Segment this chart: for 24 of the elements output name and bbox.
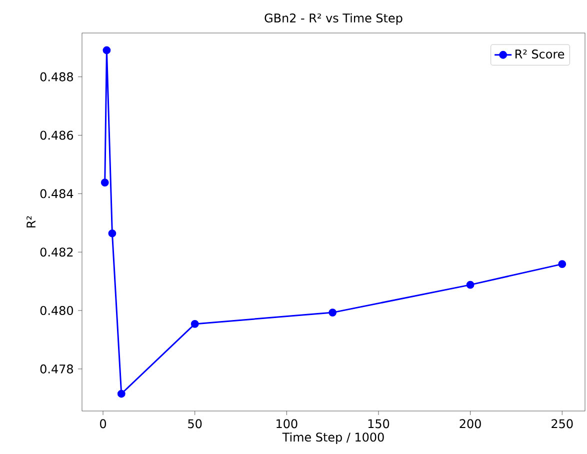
x-tick-label: 100 — [276, 419, 298, 428]
point — [108, 229, 116, 238]
x-tick-label: 50 — [188, 419, 202, 428]
point — [328, 308, 337, 317]
y-tick-label: 0.480 — [40, 306, 74, 316]
x-axis-title: Time Step / 1000 — [282, 432, 384, 444]
point — [100, 178, 109, 187]
y-tick-label: 0.488 — [40, 72, 73, 82]
x-tick-label: 200 — [460, 419, 481, 428]
point — [190, 320, 199, 328]
point — [117, 390, 126, 398]
legend-label: R² Score — [516, 50, 564, 59]
y-tick-label: 0.482 — [40, 248, 73, 257]
x-tick-label: 250 — [552, 419, 573, 428]
chart-title: GBn2 - R² vs Time Step — [264, 13, 402, 25]
x-tick-label: 0 — [100, 419, 106, 428]
y-tick-label: 0.484 — [40, 189, 74, 198]
point — [102, 46, 111, 54]
point — [558, 260, 566, 268]
x-tick-label: 150 — [368, 419, 390, 428]
y-axis-title: R² — [26, 216, 36, 228]
y-tick-label: 0.478 — [40, 364, 73, 374]
point — [466, 280, 474, 289]
y-tick-label: 0.486 — [40, 130, 74, 140]
